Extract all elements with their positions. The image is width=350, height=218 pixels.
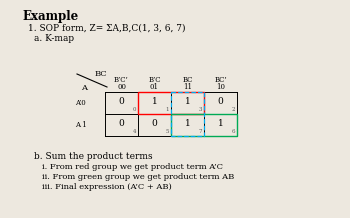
Text: 00: 00	[117, 83, 126, 91]
Bar	[171, 92, 204, 136]
Text: 1: 1	[185, 97, 190, 106]
Text: 0: 0	[152, 119, 158, 128]
Text: 1: 1	[152, 97, 158, 106]
Text: 01: 01	[150, 83, 159, 91]
Text: A’0: A’0	[75, 99, 86, 107]
Bar	[138, 92, 204, 114]
Text: A 1: A 1	[75, 121, 87, 129]
Text: 4: 4	[133, 129, 136, 134]
Text: 5: 5	[166, 129, 169, 134]
Text: B’C: B’C	[148, 76, 161, 84]
Text: BC: BC	[182, 76, 193, 84]
Text: 1: 1	[185, 119, 190, 128]
Text: A: A	[81, 84, 87, 92]
Text: 1. SOP form, Z= ΣA,B,C(1, 3, 6, 7): 1. SOP form, Z= ΣA,B,C(1, 3, 6, 7)	[28, 24, 186, 33]
Text: b. Sum the product terms: b. Sum the product terms	[34, 152, 153, 161]
Text: 10: 10	[216, 83, 225, 91]
Text: i. From red group we get product term A’C: i. From red group we get product term A’…	[42, 163, 223, 171]
Text: 0: 0	[119, 119, 124, 128]
Text: 0: 0	[119, 97, 124, 106]
Text: BC’: BC’	[214, 76, 227, 84]
Text: a. K-map: a. K-map	[34, 34, 74, 43]
Text: B’C’: B’C’	[114, 76, 129, 84]
Text: 1: 1	[218, 119, 223, 128]
Text: ii. From green group we get product term AB: ii. From green group we get product term…	[42, 173, 234, 181]
Text: 11: 11	[183, 83, 192, 91]
Text: iii. Final expression (A’C + AB): iii. Final expression (A’C + AB)	[42, 183, 172, 191]
Text: BC: BC	[95, 70, 108, 78]
Text: 7: 7	[198, 129, 202, 134]
Text: 1: 1	[166, 107, 169, 112]
Text: 3: 3	[198, 107, 202, 112]
Text: Example: Example	[22, 10, 78, 23]
Text: 2: 2	[231, 107, 235, 112]
Bar	[171, 114, 237, 136]
Text: 6: 6	[231, 129, 235, 134]
Text: 0: 0	[133, 107, 136, 112]
Text: 0: 0	[218, 97, 223, 106]
